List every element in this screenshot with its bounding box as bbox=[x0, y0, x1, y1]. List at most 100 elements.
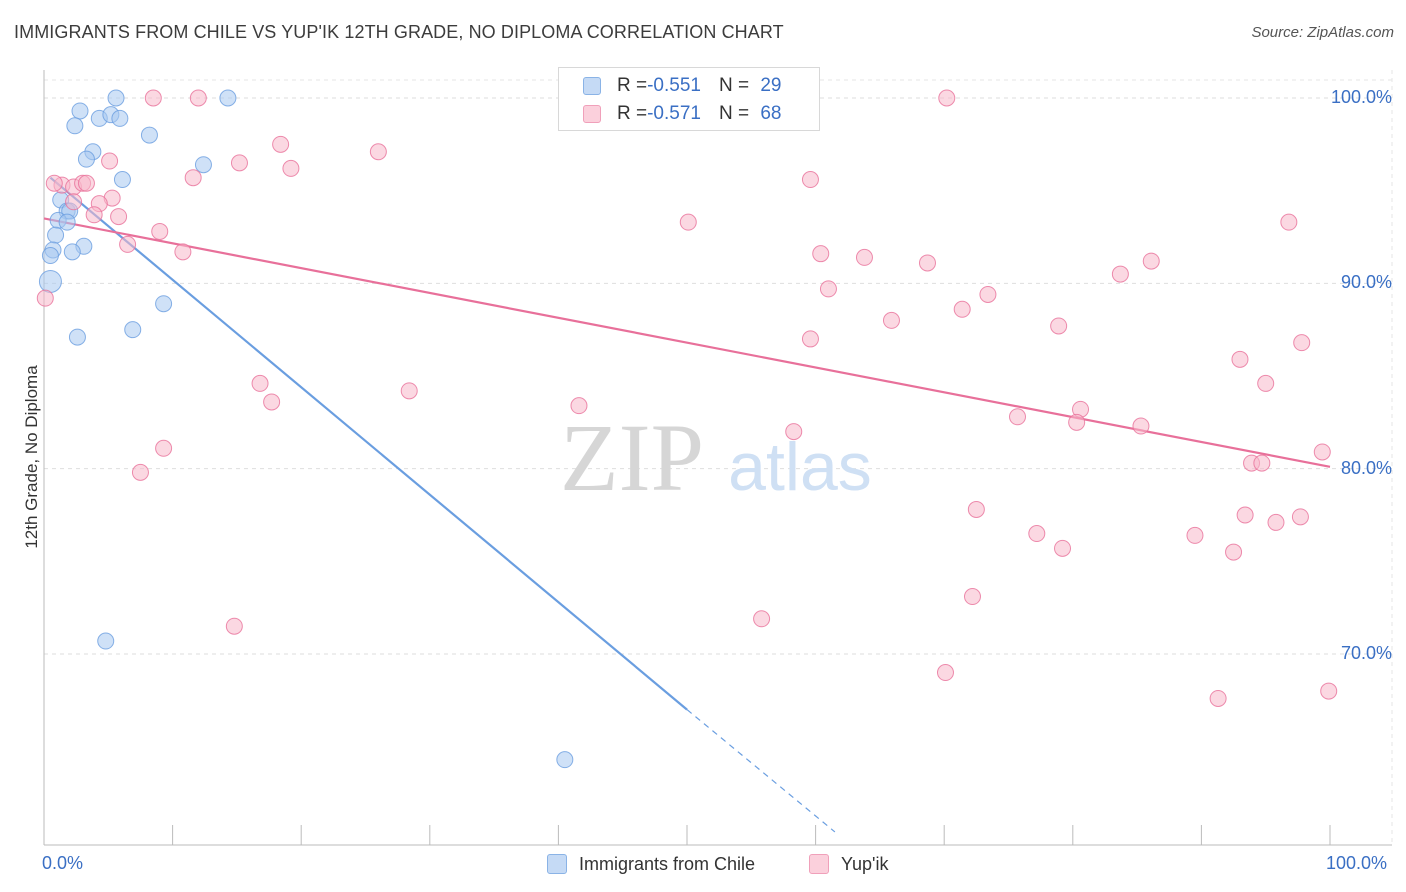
point-yupik bbox=[1257, 374, 1275, 392]
trend-line-chile-extension bbox=[686, 709, 836, 833]
point-yupik bbox=[225, 617, 243, 635]
axes bbox=[43, 70, 1392, 846]
point-yupik bbox=[1231, 350, 1249, 368]
point-yupik bbox=[45, 174, 63, 192]
point-yupik bbox=[400, 382, 418, 400]
point-yupik bbox=[1009, 408, 1027, 426]
series-chile-points bbox=[38, 89, 574, 769]
point-yupik bbox=[979, 285, 997, 303]
point-chile bbox=[97, 632, 115, 650]
n-label: N = bbox=[718, 75, 755, 96]
legend-label-yupik: Yup'ik bbox=[841, 853, 889, 874]
point-yupik bbox=[1291, 508, 1309, 526]
point-yupik bbox=[801, 171, 819, 189]
point-yupik bbox=[369, 143, 387, 161]
y-tick-label: 90.0% bbox=[1340, 272, 1392, 293]
point-chile bbox=[68, 328, 86, 346]
point-chile bbox=[38, 269, 62, 293]
point-yupik bbox=[119, 235, 137, 253]
n-label: N = bbox=[718, 103, 755, 124]
legend-swatch-chile bbox=[547, 854, 567, 874]
point-yupik bbox=[801, 330, 819, 348]
point-yupik bbox=[1028, 525, 1046, 543]
point-yupik bbox=[938, 89, 956, 107]
point-chile bbox=[124, 321, 142, 339]
point-yupik bbox=[1253, 454, 1271, 472]
point-yupik bbox=[819, 280, 837, 298]
point-yupik bbox=[918, 254, 936, 272]
x-tick-label-min: 0.0% bbox=[42, 853, 84, 873]
point-yupik bbox=[1132, 417, 1150, 435]
legend-item-yupik[interactable]: Yup'ik bbox=[809, 851, 888, 877]
point-chile bbox=[47, 226, 65, 244]
legend-item-chile[interactable]: Immigrants from Chile bbox=[547, 851, 755, 877]
point-yupik bbox=[230, 154, 248, 172]
point-yupik bbox=[1054, 539, 1072, 557]
point-yupik bbox=[753, 610, 771, 628]
point-yupik bbox=[101, 152, 119, 170]
point-yupik bbox=[189, 89, 207, 107]
point-yupik bbox=[1111, 265, 1129, 283]
legend-label-chile: Immigrants from Chile bbox=[579, 853, 756, 874]
y-axis-label: 12th Grade, No Diploma bbox=[22, 365, 41, 549]
r-value: -0.551 bbox=[647, 75, 701, 96]
point-yupik bbox=[1068, 413, 1086, 431]
trend-lines bbox=[43, 176, 1331, 833]
point-yupik bbox=[812, 245, 830, 263]
point-chile bbox=[219, 89, 237, 107]
point-chile bbox=[77, 150, 95, 168]
source-credit: Source: ZipAtlas.com bbox=[1251, 24, 1394, 41]
watermark-atlas: atlas bbox=[728, 429, 872, 505]
y-tick-label: 80.0% bbox=[1340, 457, 1392, 478]
point-yupik bbox=[1267, 513, 1285, 531]
point-yupik bbox=[1236, 506, 1254, 524]
point-yupik bbox=[1225, 543, 1243, 561]
point-yupik bbox=[251, 374, 269, 392]
point-yupik bbox=[1050, 317, 1068, 335]
x-tick-label-max: 100.0% bbox=[1326, 853, 1388, 873]
point-chile bbox=[155, 295, 173, 313]
point-yupik bbox=[1293, 334, 1311, 352]
legend-swatch-chile bbox=[583, 77, 601, 95]
point-yupik bbox=[1209, 689, 1227, 707]
points bbox=[36, 89, 1338, 769]
stats-legend-row-yupik: R = -0.571 N = 68 bbox=[583, 101, 782, 127]
point-chile bbox=[107, 89, 125, 107]
point-yupik bbox=[855, 248, 873, 266]
point-yupik bbox=[263, 393, 281, 411]
point-yupik bbox=[1142, 252, 1160, 270]
point-yupik bbox=[174, 243, 192, 261]
point-chile bbox=[63, 243, 81, 261]
point-chile bbox=[556, 751, 574, 769]
stats-legend: R = -0.551 N = 29 R = -0.571 N = 68 bbox=[558, 67, 820, 131]
trend-line-yupik bbox=[43, 217, 1331, 468]
chart-title: IMMIGRANTS FROM CHILE VS YUP'IK 12TH GRA… bbox=[14, 22, 784, 42]
point-yupik bbox=[953, 300, 971, 318]
point-yupik bbox=[1320, 682, 1338, 700]
trend-line-chile bbox=[49, 176, 688, 711]
point-yupik bbox=[1280, 213, 1298, 231]
point-yupik bbox=[963, 588, 981, 606]
watermark-zip: ZIP bbox=[560, 404, 704, 511]
point-yupik bbox=[882, 311, 900, 329]
point-yupik bbox=[151, 222, 169, 240]
point-yupik bbox=[785, 423, 803, 441]
point-yupik bbox=[155, 439, 173, 457]
legend-swatch-yupik bbox=[583, 105, 601, 123]
point-yupik bbox=[36, 289, 54, 307]
point-yupik bbox=[110, 208, 128, 226]
point-chile bbox=[113, 171, 131, 189]
y-tick-label: 100.0% bbox=[1330, 87, 1392, 107]
point-yupik bbox=[272, 135, 290, 153]
legend-swatch-yupik bbox=[809, 854, 829, 874]
point-yupik bbox=[967, 500, 985, 518]
point-yupik bbox=[131, 463, 149, 481]
point-chile bbox=[140, 126, 158, 144]
point-yupik bbox=[65, 193, 83, 211]
r-value: -0.571 bbox=[647, 103, 701, 124]
r-label: R = bbox=[617, 103, 648, 124]
r-label: R = bbox=[617, 75, 648, 96]
point-chile bbox=[58, 213, 76, 231]
point-chile bbox=[194, 156, 212, 174]
